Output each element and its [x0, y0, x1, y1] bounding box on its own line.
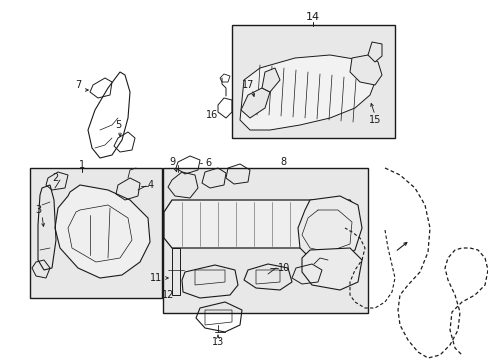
Text: 1: 1 [79, 160, 85, 170]
Text: 2: 2 [52, 173, 58, 183]
Bar [231, 25, 394, 138]
Polygon shape [240, 55, 374, 130]
Polygon shape [367, 42, 381, 62]
Text: 17: 17 [242, 80, 254, 90]
Text: 16: 16 [205, 110, 218, 120]
Text: 12: 12 [162, 290, 174, 300]
Bar [163, 168, 367, 313]
Text: 15: 15 [368, 115, 381, 125]
Polygon shape [163, 200, 357, 248]
Polygon shape [241, 88, 269, 118]
Text: 11: 11 [149, 273, 162, 283]
Bar [30, 168, 162, 298]
Text: 4: 4 [148, 180, 154, 190]
Polygon shape [297, 196, 361, 262]
Text: 14: 14 [305, 12, 320, 22]
Text: 9: 9 [168, 157, 175, 167]
Polygon shape [302, 248, 361, 290]
Polygon shape [349, 55, 381, 85]
Text: 3: 3 [35, 205, 41, 215]
Text: 8: 8 [279, 157, 285, 167]
Polygon shape [55, 185, 150, 278]
Text: 6: 6 [204, 158, 211, 168]
Text: 7: 7 [75, 80, 81, 90]
Text: 10: 10 [278, 263, 290, 273]
Polygon shape [262, 68, 280, 92]
Text: 13: 13 [211, 337, 224, 347]
Text: 5: 5 [115, 120, 121, 130]
